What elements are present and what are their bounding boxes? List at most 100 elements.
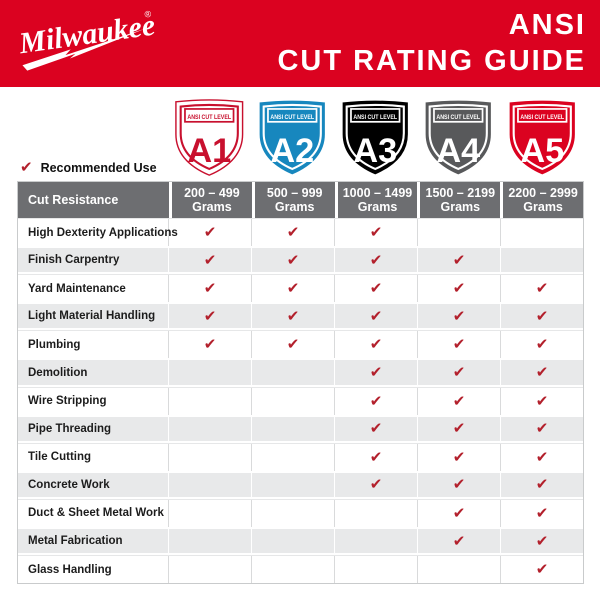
check-cell xyxy=(252,360,335,385)
check-icon: ✔ xyxy=(535,306,549,325)
milwaukee-wordmark: Milwaukee xyxy=(16,9,157,61)
column-header-a4: 1500 – 2199 Grams xyxy=(420,182,501,218)
check-icon: ✔ xyxy=(369,279,383,298)
check-icon: ✔ xyxy=(203,250,217,269)
table-row: Duct & Sheet Metal Work ✔ ✔ xyxy=(18,498,583,528)
check-cell xyxy=(252,499,335,528)
column-header-a1: 200 – 499 Grams xyxy=(172,182,252,218)
check-cell xyxy=(169,499,252,528)
table-row: Metal Fabrication ✔ ✔ xyxy=(18,527,583,556)
check-cell xyxy=(252,472,335,497)
registered-trademark: ® xyxy=(144,9,152,20)
row-label: Yard Maintenance xyxy=(18,275,169,303)
check-cell: ✔ xyxy=(418,529,501,554)
check-cell: ✔ xyxy=(335,219,418,247)
check-cell: ✔ xyxy=(252,331,335,359)
check-icon: ✔ xyxy=(369,475,383,494)
check-icon: ✔ xyxy=(535,447,549,466)
row-label: High Dexterity Applications xyxy=(18,219,178,247)
check-cell: ✔ xyxy=(501,417,583,441)
check-cell: ✔ xyxy=(335,416,418,441)
badge-label: ANSI CUT LEVEL xyxy=(437,114,481,121)
check-icon: ✔ xyxy=(203,223,217,242)
milwaukee-logo: Milwaukee ® xyxy=(12,4,162,82)
check-cell xyxy=(169,472,252,497)
row-label: Demolition xyxy=(18,360,169,385)
check-cell: ✔ xyxy=(501,529,583,553)
row-label: Concrete Work xyxy=(18,472,169,497)
gram-range: 200 – 499 xyxy=(184,186,240,200)
table-row: Wire Stripping ✔ ✔ ✔ xyxy=(18,386,583,415)
check-icon: ✔ xyxy=(535,279,549,298)
table-row: Pipe Threading ✔ ✔ ✔ xyxy=(18,414,583,443)
check-icon: ✔ xyxy=(286,223,300,242)
check-cell: ✔ xyxy=(501,556,583,583)
recommended-use-legend: ✔ Recommended Use xyxy=(20,160,157,175)
legend-label: Recommended Use xyxy=(40,160,157,175)
check-icon: ✔ xyxy=(286,335,300,354)
check-icon: ✔ xyxy=(452,306,466,325)
check-cell: ✔ xyxy=(418,248,501,273)
check-icon: ✔ xyxy=(535,419,549,438)
check-icon: ✔ xyxy=(452,419,466,438)
check-icon: ✔ xyxy=(535,531,549,550)
lightning-bolt-icon xyxy=(22,28,145,71)
check-icon: ✔ xyxy=(369,419,383,438)
column-header-a3: 1000 – 1499 Grams xyxy=(337,182,418,218)
table-row: Demolition ✔ ✔ ✔ xyxy=(18,358,583,387)
check-cell xyxy=(335,556,418,584)
check-cell: ✔ xyxy=(252,275,335,303)
check-icon: ✔ xyxy=(203,279,217,298)
column-header-a5: 2200 – 2999 Grams xyxy=(503,182,583,218)
table-row: Finish Carpentry ✔ ✔ ✔ ✔ xyxy=(18,246,583,275)
check-icon: ✔ xyxy=(203,335,217,354)
check-cell xyxy=(418,556,501,584)
check-cell: ✔ xyxy=(169,248,252,273)
cut-level-badge-a1: ANSI CUT LEVEL A1 xyxy=(173,98,246,178)
check-icon: ✔ xyxy=(452,447,466,466)
check-icon: ✔ xyxy=(452,531,466,550)
check-cell: ✔ xyxy=(418,499,501,528)
check-icon: ✔ xyxy=(535,363,549,382)
check-cell: ✔ xyxy=(169,331,252,359)
table-body: High Dexterity Applications ✔ ✔ ✔ Finish Car… xyxy=(18,218,583,584)
check-icon: ✔ xyxy=(369,223,383,242)
table-row: Light Material Handling ✔ ✔ ✔ ✔ ✔ xyxy=(18,302,583,331)
check-cell: ✔ xyxy=(501,444,583,471)
table-row: Yard Maintenance ✔ ✔ ✔ ✔ ✔ xyxy=(18,274,583,303)
check-cell: ✔ xyxy=(418,387,501,415)
check-cell xyxy=(252,556,335,584)
check-cell: ✔ xyxy=(252,248,335,273)
check-cell: ✔ xyxy=(501,304,583,328)
check-cell xyxy=(501,248,583,272)
check-icon: ✔ xyxy=(203,306,217,325)
check-cell: ✔ xyxy=(418,443,501,471)
cut-level-badge-a4: ANSI CUT LEVEL A4 xyxy=(422,98,495,178)
banner-title-line1: ANSI xyxy=(508,9,586,41)
check-cell: ✔ xyxy=(335,387,418,415)
check-icon: ✔ xyxy=(286,250,300,269)
check-cell: ✔ xyxy=(335,360,418,385)
row-label: Plumbing xyxy=(18,331,169,359)
check-cell: ✔ xyxy=(335,248,418,273)
badge-level-code: A1 xyxy=(187,132,231,170)
check-cell xyxy=(418,219,501,247)
gram-range: 1500 – 2199 xyxy=(425,186,496,200)
row-label: Glass Handling xyxy=(18,556,169,584)
gram-range: 2200 – 2999 xyxy=(508,186,578,200)
check-cell xyxy=(252,416,335,441)
cut-level-badge-a3: ANSI CUT LEVEL A3 xyxy=(339,98,412,178)
row-label: Duct & Sheet Metal Work xyxy=(18,499,169,528)
check-icon: ✔ xyxy=(286,279,300,298)
check-icon: ✔ xyxy=(452,391,466,410)
row-label: Metal Fabrication xyxy=(18,529,169,554)
table-row: Tile Cutting ✔ ✔ ✔ xyxy=(18,442,583,471)
column-header-a2: 500 – 999 Grams xyxy=(254,182,335,218)
gram-unit: Grams xyxy=(274,200,315,214)
check-icon: ✔ xyxy=(452,363,466,382)
check-cell: ✔ xyxy=(252,304,335,329)
table-row: Concrete Work ✔ ✔ ✔ xyxy=(18,470,583,499)
check-cell: ✔ xyxy=(169,219,252,247)
check-cell: ✔ xyxy=(418,472,501,497)
check-cell: ✔ xyxy=(418,331,501,359)
